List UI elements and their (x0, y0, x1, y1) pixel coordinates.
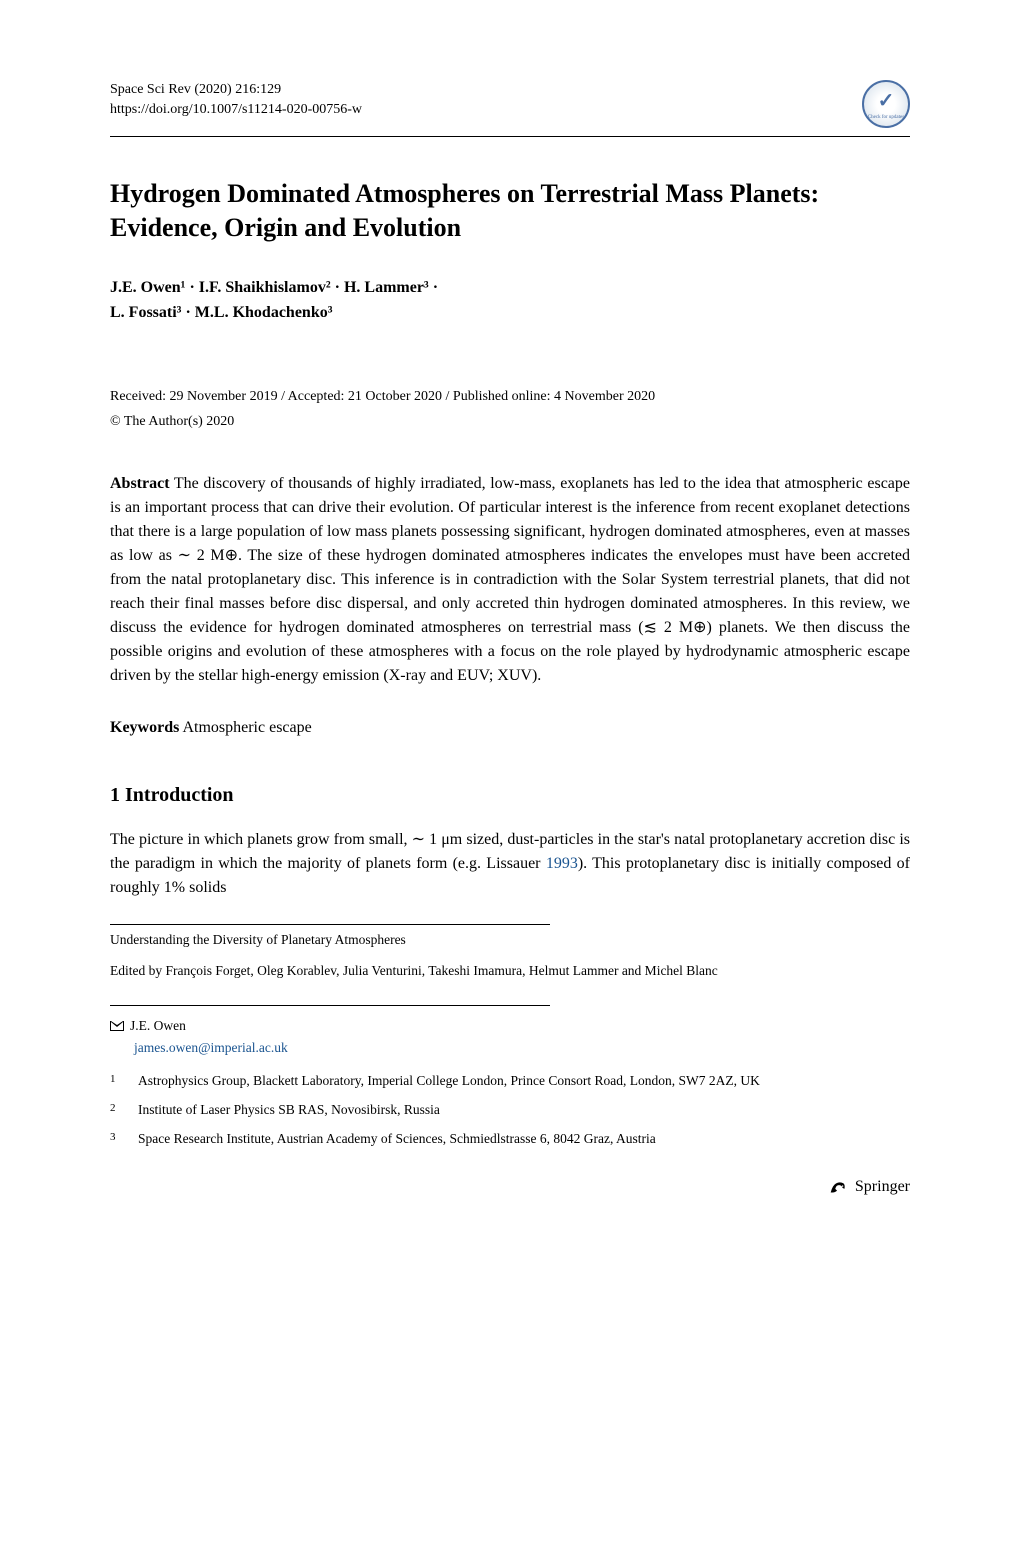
intro-paragraph: The picture in which planets grow from s… (110, 828, 910, 900)
footnote-divider-1 (110, 924, 550, 925)
footnote-editors: Edited by François Forget, Oleg Korablev… (110, 962, 910, 981)
doi-link[interactable]: https://doi.org/10.1007/s11214-020-00756… (110, 102, 362, 117)
abstract-label: Abstract (110, 475, 170, 492)
affiliation-number: 2 (110, 1101, 138, 1120)
footnote-topic: Understanding the Diversity of Planetary… (110, 931, 910, 950)
doi-line: https://doi.org/10.1007/s11214-020-00756… (110, 100, 362, 120)
copyright-line: © The Author(s) 2020 (110, 411, 910, 432)
badge-label: Check for updates (868, 114, 904, 122)
publisher-footer: Springer (110, 1175, 910, 1199)
corresponding-author: J.E. Owen (110, 1016, 910, 1036)
email-link[interactable]: james.owen@imperial.ac.uk (134, 1040, 288, 1055)
affiliation-number: 3 (110, 1130, 138, 1149)
page-header: Space Sci Rev (2020) 216:129 https://doi… (110, 80, 910, 128)
header-divider (110, 136, 910, 137)
section-1-heading: 1 Introduction (110, 780, 910, 810)
affiliation-text: Astrophysics Group, Blackett Laboratory,… (138, 1072, 910, 1091)
keywords-label: Keywords (110, 719, 179, 736)
publisher-name: Springer (855, 1175, 910, 1199)
footnote-divider-2 (110, 1005, 550, 1006)
publication-dates: Received: 29 November 2019 / Accepted: 2… (110, 386, 910, 407)
keywords-row: Keywords Atmospheric escape (110, 716, 910, 740)
corresponding-email: james.owen@imperial.ac.uk (134, 1038, 910, 1058)
journal-info: Space Sci Rev (2020) 216:129 https://doi… (110, 80, 362, 119)
affiliation-2: 2 Institute of Laser Physics SB RAS, Nov… (110, 1101, 910, 1120)
envelope-icon (110, 1021, 124, 1031)
affiliation-number: 1 (110, 1072, 138, 1091)
check-updates-badge[interactable]: ✓ Check for updates (862, 80, 910, 128)
paper-title: Hydrogen Dominated Atmospheres on Terres… (110, 177, 910, 245)
keywords-text: Atmospheric escape (179, 719, 311, 736)
affiliation-text: Space Research Institute, Austrian Acade… (138, 1130, 910, 1149)
springer-horse-icon (827, 1176, 849, 1198)
authors-block: J.E. Owen¹ · I.F. Shaikhislamov² · H. La… (110, 275, 910, 326)
affiliation-text: Institute of Laser Physics SB RAS, Novos… (138, 1101, 910, 1120)
affiliation-1: 1 Astrophysics Group, Blackett Laborator… (110, 1072, 910, 1091)
citation-year-link[interactable]: 1993 (546, 855, 578, 872)
abstract-paragraph: Abstract The discovery of thousands of h… (110, 472, 910, 688)
checkmark-icon: ✓ (878, 86, 895, 116)
journal-citation: Space Sci Rev (2020) 216:129 (110, 80, 362, 100)
affiliation-3: 3 Space Research Institute, Austrian Aca… (110, 1130, 910, 1149)
corr-author-name: J.E. Owen (130, 1018, 186, 1033)
authors-line-1: J.E. Owen¹ · I.F. Shaikhislamov² · H. La… (110, 275, 910, 301)
abstract-text: The discovery of thousands of highly irr… (110, 475, 910, 684)
authors-line-2: L. Fossati³ · M.L. Khodachenko³ (110, 300, 910, 326)
